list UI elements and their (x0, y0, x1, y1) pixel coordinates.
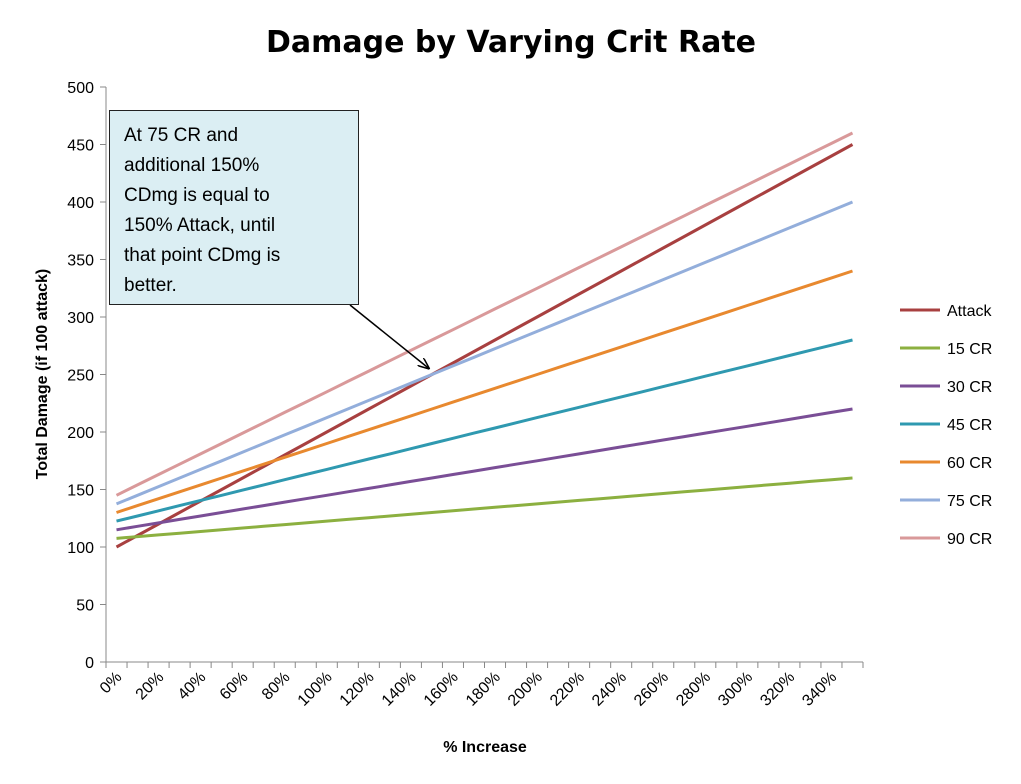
series-line-attack (115, 143, 854, 549)
y-tick-label: 450 (67, 138, 94, 155)
x-tick-label: 320% (757, 669, 798, 710)
annotation-arrow (349, 304, 429, 369)
legend-label: 45 CR (947, 417, 992, 434)
x-tick-label: 80% (259, 669, 294, 704)
y-tick-label: 0 (85, 655, 94, 672)
series-lines (115, 131, 854, 549)
legend-label: 30 CR (947, 379, 992, 396)
chart-title: Damage by Varying Crit Rate (266, 25, 756, 60)
x-tick-label: 160% (421, 669, 462, 710)
legend: Attack 15 CR 30 CR 45 CR 60 CR 75 CR 90 CR (900, 303, 992, 548)
y-tick-label: 300 (67, 310, 94, 327)
series-line-60-cr (116, 269, 853, 514)
x-tick-label: 40% (175, 669, 210, 704)
annotation-line: 150% Attack, until (124, 215, 276, 236)
x-tick-label: 60% (217, 669, 252, 704)
x-tick-label: 200% (505, 669, 546, 710)
series-line-90-cr (115, 131, 854, 497)
x-tick-label: 140% (379, 669, 420, 710)
x-axis-title: % Increase (443, 739, 527, 756)
annotation-pointer (349, 304, 429, 369)
x-tick-label: 280% (673, 669, 714, 710)
x-tick-label: 180% (463, 669, 504, 710)
legend-label: 15 CR (947, 341, 992, 358)
x-tick-label: 120% (337, 669, 378, 710)
x-tick-label: 300% (715, 669, 756, 710)
x-tick-label: 220% (547, 669, 588, 710)
annotation-line: additional 150% (124, 155, 260, 176)
annotation-line: At 75 CR and (124, 125, 239, 146)
x-tick-label: 100% (295, 669, 336, 710)
series-line-75-cr (115, 200, 854, 506)
series-line-30-cr (116, 407, 853, 532)
annotation-line: CDmg is equal to (124, 185, 270, 206)
y-tick-label: 400 (67, 195, 94, 212)
legend-label: 60 CR (947, 455, 992, 472)
series-line-15-cr (116, 476, 853, 540)
y-tick-label: 200 (67, 425, 94, 442)
x-tick-label: 0% (97, 669, 125, 697)
x-tick-label: 240% (589, 669, 630, 710)
annotation-line: better. (124, 275, 177, 296)
annotation-callout: At 75 CR and additional 150% CDmg is equal… (109, 110, 359, 305)
y-tick-label: 50 (76, 598, 94, 615)
y-tick-label: 150 (67, 483, 94, 500)
y-tick-label: 100 (67, 540, 94, 557)
x-tick-label: 340% (799, 669, 840, 710)
x-tick-label: 20% (133, 669, 168, 704)
y-axis-title: Total Damage (if 100 attack) (34, 269, 51, 479)
y-tick-label: 350 (67, 253, 94, 270)
legend-label: Attack (947, 303, 992, 320)
legend-label: 75 CR (947, 493, 992, 510)
annotation-text: At 75 CR and additional 150% CDmg is equal… (124, 121, 344, 301)
annotation-line: that point CDmg is (124, 245, 281, 266)
y-tick-label: 500 (67, 80, 94, 97)
legend-label: 90 CR (947, 531, 992, 548)
y-tick-label: 250 (67, 368, 94, 385)
x-tick-label: 260% (631, 669, 672, 710)
series-line-45-cr (116, 338, 853, 523)
